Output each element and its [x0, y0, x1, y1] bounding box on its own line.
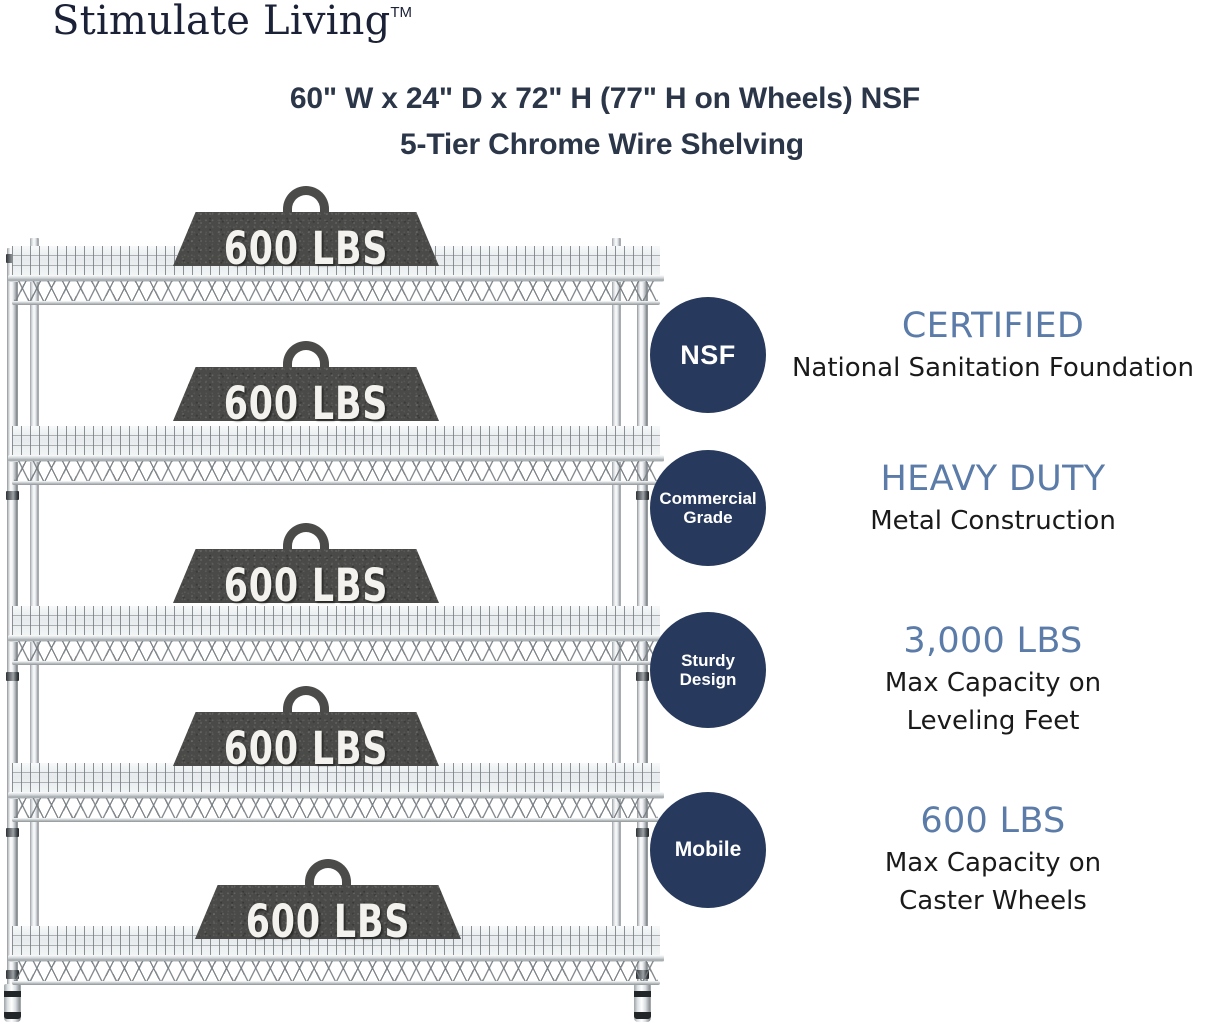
shelf-front-rail — [8, 792, 664, 799]
post-collar — [636, 828, 649, 837]
feature-text: CERTIFIED National Sanitation Foundation — [766, 297, 1212, 387]
feature-subtitle-line-1: Max Capacity on — [884, 848, 1102, 878]
badge-label: Commercial Grade — [659, 489, 756, 527]
shelf-wire-deck — [12, 606, 660, 636]
shelf-truss — [14, 641, 658, 662]
feature-subtitle: National Sanitation Foundation — [774, 349, 1212, 387]
feature-subtitle: Metal Construction — [774, 502, 1212, 540]
feature-subtitle: Max Capacity on Caster Wheels — [774, 844, 1212, 920]
shelf-truss — [14, 798, 658, 819]
feature-subtitle-line-1: Max Capacity on — [884, 668, 1102, 698]
feature-subtitle-line-2: Caster Wheels — [899, 886, 1087, 916]
brand-name: Stimulate Living — [52, 0, 391, 44]
feature-subtitle: Max Capacity on Leveling Feet — [774, 664, 1212, 740]
weight-block-body — [173, 367, 439, 421]
badge-mobile: Mobile — [650, 792, 766, 908]
badge-nsf: NSF — [650, 297, 766, 413]
badge-label: NSF — [680, 339, 736, 370]
shelf-front-rail — [8, 955, 664, 962]
badge-sturdy-design: Sturdy Design — [650, 612, 766, 728]
shelf-truss — [14, 461, 658, 482]
leveling-foot — [4, 984, 21, 1022]
weight-block-body — [195, 885, 461, 939]
weight-handle-icon — [283, 341, 329, 375]
feature-row-certified: NSF CERTIFIED National Sanitation Founda… — [650, 297, 1212, 413]
feature-subtitle-line-2: Leveling Feet — [906, 706, 1080, 736]
badge-label-line-1: Sturdy — [681, 650, 735, 670]
shelf-wire-deck — [12, 763, 660, 793]
badge-label-line-1: Commercial — [659, 488, 757, 508]
shelf-truss-base — [12, 481, 660, 485]
weight-block-body — [173, 549, 439, 603]
weight-handle-icon — [305, 859, 351, 893]
feature-title: 3,000 LBS — [903, 621, 1083, 661]
weight-handle-icon — [283, 523, 329, 557]
leveling-foot — [634, 984, 651, 1022]
shelf-truss-base — [12, 301, 660, 305]
post-collar — [636, 672, 649, 681]
feature-title: 600 LBS — [920, 801, 1066, 841]
post-collar — [6, 672, 19, 681]
shelving-unit-illustration: 600 LBS 600 LBS 600 LBS 600 LBS 600 LBS — [0, 186, 672, 1022]
feature-subtitle-line-1: National Sanitation Foundation — [791, 353, 1195, 383]
post-collar — [6, 828, 19, 837]
badge-label: Mobile — [674, 838, 742, 862]
brand-logo: Stimulate LivingTM — [52, 1, 412, 41]
weight-block-body — [173, 212, 439, 266]
feature-text: 600 LBS Max Capacity on Caster Wheels — [766, 792, 1212, 920]
badge-label: Sturdy Design — [680, 651, 737, 689]
shelf-front-rail — [8, 635, 664, 642]
weight-block: 600 LBS — [195, 859, 461, 944]
headline-line-2: 5-Tier Chrome Wire Shelving — [400, 128, 804, 161]
badge-label-line-2: Grade — [683, 508, 733, 527]
shelf-tier-3 — [0, 606, 672, 670]
shelf-truss — [14, 961, 658, 982]
shelf-truss-base — [12, 661, 660, 665]
weight-block: 600 LBS — [173, 186, 439, 271]
shelf-truss — [14, 281, 658, 302]
badge-commercial-grade: Commercial Grade — [650, 450, 766, 566]
feature-subtitle-line-1: Metal Construction — [870, 506, 1116, 536]
trademark-symbol: TM — [390, 4, 413, 21]
headline-line-1: 60" W x 24" D x 72" H (77" H on Wheels) … — [289, 82, 921, 115]
badge-label-line-2: Design — [679, 670, 737, 689]
post-collar — [6, 491, 19, 500]
weight-block-body — [173, 712, 439, 766]
post-collar — [6, 970, 19, 979]
shelf-truss-base — [12, 981, 660, 985]
feature-text: 3,000 LBS Max Capacity on Leveling Feet — [766, 612, 1212, 740]
weight-block: 600 LBS — [173, 686, 439, 771]
feature-row-heavy-duty: Commercial Grade HEAVY DUTY Metal Constr… — [650, 450, 1212, 566]
shelf-tier-4 — [0, 763, 672, 827]
shelf-post-back-right — [612, 238, 621, 954]
weight-block: 600 LBS — [173, 523, 439, 608]
shelf-front-rail — [8, 455, 664, 462]
feature-row-caster-wheels: Mobile 600 LBS Max Capacity on Caster Wh… — [650, 792, 1212, 920]
post-collar — [636, 491, 649, 500]
shelf-truss-base — [12, 818, 660, 822]
shelf-post-back-left — [30, 238, 39, 954]
page-title: 60" W x 24" D x 72" H (77" H on Wheels) … — [40, 76, 1170, 168]
shelf-tier-2 — [0, 426, 672, 490]
weight-handle-icon — [283, 686, 329, 720]
weight-block: 600 LBS — [173, 341, 439, 426]
feature-title: HEAVY DUTY — [880, 459, 1106, 499]
feature-title: CERTIFIED — [901, 306, 1085, 346]
shelf-wire-deck — [12, 426, 660, 456]
feature-text: HEAVY DUTY Metal Construction — [766, 450, 1212, 540]
weight-handle-icon — [283, 186, 329, 220]
feature-row-leveling-feet: Sturdy Design 3,000 LBS Max Capacity on … — [650, 612, 1212, 740]
shelf-front-rail — [8, 275, 664, 282]
